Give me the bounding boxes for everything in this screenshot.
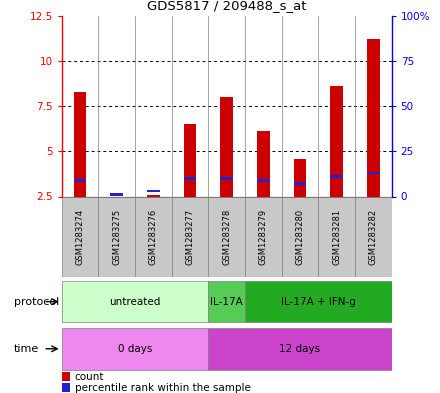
Text: GSM1283281: GSM1283281 [332,209,341,265]
Bar [73,179,86,182]
Bar [220,177,233,180]
Text: GSM1283276: GSM1283276 [149,209,158,265]
Text: protocol: protocol [14,297,59,307]
Bar [208,328,392,369]
Bar [62,328,208,369]
Bar [293,182,306,185]
Text: GSM1283278: GSM1283278 [222,209,231,265]
Text: time: time [14,344,39,354]
Text: 0 days: 0 days [118,344,152,354]
Bar [367,39,380,197]
Text: GSM1283275: GSM1283275 [112,209,121,265]
Bar [62,281,208,322]
Bar [293,158,306,196]
Bar [282,196,318,277]
Bar [172,196,208,277]
Bar [183,124,196,196]
Text: GSM1283279: GSM1283279 [259,209,268,265]
Bar [62,196,98,277]
Bar [98,196,135,277]
Bar [257,131,270,196]
Bar [330,86,343,196]
Text: GSM1283274: GSM1283274 [75,209,84,265]
Bar [183,177,196,180]
Text: GSM1283277: GSM1283277 [185,209,194,265]
Text: 12 days: 12 days [279,344,320,354]
Text: GSM1283282: GSM1283282 [369,209,378,265]
Text: IL-17A + IFN-g: IL-17A + IFN-g [281,297,356,307]
Bar [135,196,172,277]
Text: untreated: untreated [109,297,161,307]
Bar [62,373,70,381]
Bar [208,196,245,277]
Bar [73,92,86,196]
Text: GSM1283280: GSM1283280 [295,209,304,265]
Bar [257,179,270,182]
Bar [245,281,392,322]
Text: percentile rank within the sample: percentile rank within the sample [75,383,251,393]
Bar [208,281,245,322]
Bar [147,195,160,196]
Text: count: count [75,372,104,382]
Bar [330,175,343,178]
Title: GDS5817 / 209488_s_at: GDS5817 / 209488_s_at [147,0,306,12]
Bar [62,383,70,392]
Bar [110,193,123,196]
Bar [245,196,282,277]
Text: IL-17A: IL-17A [210,297,243,307]
Bar [220,97,233,196]
Bar [355,196,392,277]
Bar [367,172,380,174]
Bar [318,196,355,277]
Bar [147,190,160,193]
